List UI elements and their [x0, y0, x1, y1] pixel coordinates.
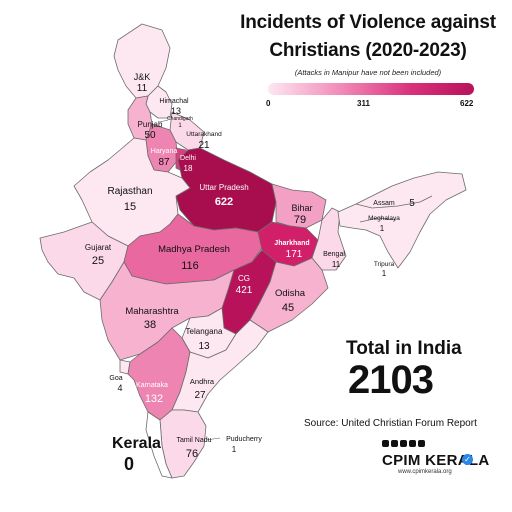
label-goa: Goa — [109, 375, 122, 382]
state-kerala — [145, 411, 173, 479]
brand-name: CPIM KERALA — [382, 452, 490, 469]
label-haryana: Haryana — [151, 148, 178, 155]
label-bengal: Bengal — [323, 251, 345, 258]
state-northeast — [337, 171, 467, 269]
label-rajasthan: Rajasthan — [107, 186, 152, 197]
label-tamilnadu: Tamil Nadu — [176, 437, 211, 444]
value-jharkhand: 171 — [286, 249, 303, 260]
label-odisha: Odisha — [275, 288, 306, 299]
youtube-icon — [400, 440, 407, 447]
social-icons — [382, 440, 425, 447]
value-assam: 5 — [409, 198, 415, 209]
label-cg: CG — [238, 274, 250, 283]
value-punjab: 50 — [144, 130, 156, 141]
value-mp: 116 — [181, 260, 199, 272]
state-maharashtra — [99, 261, 235, 361]
value-goa: 4 — [117, 383, 122, 393]
label-gujarat: Gujarat — [85, 243, 112, 252]
subtitle: (Attacks in Manipur have not been includ… — [294, 68, 442, 77]
value-bihar: 79 — [294, 214, 306, 226]
label-puducherry: Puducherry — [226, 436, 262, 443]
label-jk: J&K — [134, 72, 151, 82]
title-line-2: Christians (2020-2023) — [269, 40, 467, 61]
instagram-icon — [391, 440, 398, 447]
state-bengal — [311, 207, 347, 271]
total-label: Total in India — [346, 338, 462, 359]
label-telangana: Telangana — [186, 327, 223, 336]
state-andhra — [171, 319, 269, 413]
value-cg: 421 — [236, 285, 253, 296]
legend-mid: 311 — [357, 99, 370, 108]
legend-max: 622 — [460, 99, 474, 108]
label-andhra: Andhra — [190, 377, 215, 386]
value-tamilnadu: 76 — [186, 448, 198, 460]
kerala-label: Kerala — [112, 435, 161, 452]
value-rajasthan: 15 — [124, 201, 136, 213]
value-odisha: 45 — [282, 302, 294, 314]
facebook-icon — [382, 440, 389, 447]
puducherry-leader — [205, 437, 221, 441]
legend-min: 0 — [266, 99, 271, 108]
value-chandigarh: 1 — [178, 123, 182, 129]
value-telangana: 13 — [198, 341, 210, 352]
value-maharashtra: 38 — [144, 319, 156, 331]
label-himachal: Himachal — [159, 98, 189, 105]
brand-url: www.cpimkerala.org — [398, 469, 452, 475]
label-meghalaya: Meghalaya — [368, 215, 400, 222]
label-delhi: Delhi — [180, 155, 196, 162]
value-andhra: 27 — [194, 390, 206, 401]
x-icon — [418, 440, 425, 447]
state-odisha — [249, 257, 329, 333]
label-bihar: Bihar — [291, 203, 312, 213]
value-uttarakhand: 21 — [198, 140, 210, 151]
value-meghalaya: 1 — [380, 224, 385, 233]
color-scale-bar — [268, 83, 474, 95]
label-chandigarh: Chandigarh — [167, 116, 193, 122]
label-tripura: Tripura — [374, 261, 395, 268]
label-uttarakhand: Uttarakhand — [186, 131, 222, 138]
label-maharashtra: Maharashtra — [125, 306, 179, 317]
verified-icon: ✓ — [462, 454, 473, 465]
value-himachal: 13 — [171, 106, 181, 116]
label-assam: Assam — [373, 200, 395, 207]
value-tripura: 1 — [382, 269, 387, 278]
kerala-value: 0 — [124, 454, 135, 474]
label-punjab: Punjab — [138, 120, 163, 129]
label-mp: Madhya Pradesh — [158, 244, 230, 255]
value-karnataka: 132 — [145, 393, 163, 405]
assam-border — [355, 195, 433, 209]
label-up: Uttar Pradesh — [199, 183, 248, 192]
value-up: 622 — [215, 196, 233, 208]
label-karnataka: Karnataka — [136, 382, 168, 389]
label-jharkhand: Jharkhand — [274, 240, 309, 247]
meghalaya-border — [359, 217, 397, 223]
source-text: Source: United Christian Forum Report — [304, 418, 477, 429]
value-delhi: 18 — [184, 164, 193, 173]
chandigarh-leader — [159, 119, 169, 123]
value-puducherry: 1 — [232, 445, 237, 454]
state-bihar — [271, 183, 327, 229]
value-jk: 11 — [137, 83, 148, 94]
value-gujarat: 25 — [92, 255, 104, 267]
telegram-icon — [409, 440, 416, 447]
value-haryana: 87 — [158, 157, 170, 168]
title-line-1: Incidents of Violence against — [240, 12, 496, 33]
total-value: 2103 — [348, 358, 434, 402]
value-bengal: 11 — [332, 260, 341, 269]
